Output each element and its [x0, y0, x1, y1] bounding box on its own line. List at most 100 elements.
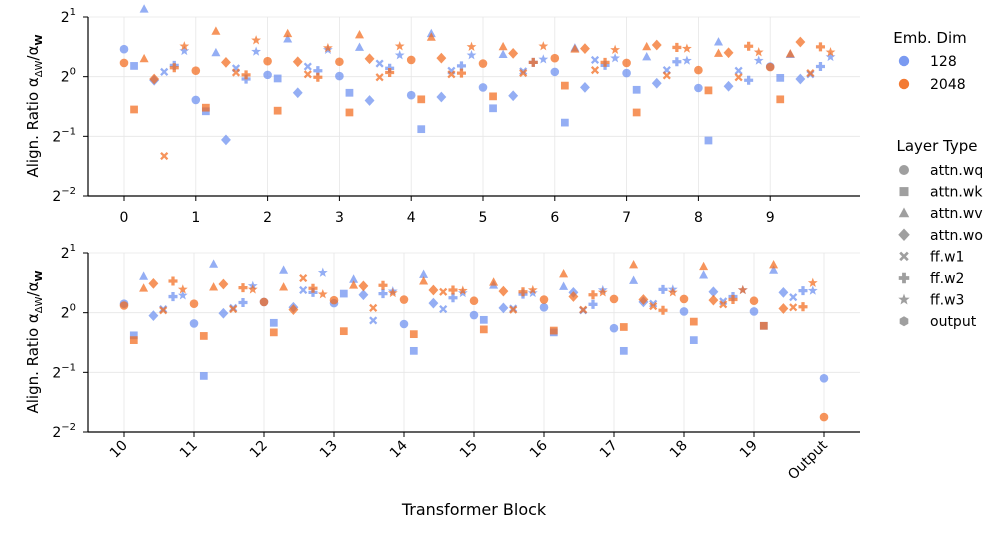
data-point-ff-w1-128 [519, 67, 528, 76]
x-tick-label: 4 [407, 210, 416, 226]
data-point-attn-wo-128 [508, 90, 519, 102]
data-point-ff-w3-2048 [251, 35, 262, 45]
data-point-ff-w1-128 [734, 66, 743, 75]
data-point-ff-w2-128 [168, 292, 178, 302]
data-point-ff-w2-2048 [168, 276, 178, 286]
data-point-ff-w3-128 [317, 267, 328, 277]
x-tick-label: 12 [247, 438, 271, 462]
data-point-ff-w1-2048 [439, 287, 448, 296]
data-point-ff-w1-2048 [369, 303, 378, 312]
data-point-attn-wq-128 [694, 83, 703, 93]
data-point-attn-wk-2048 [129, 336, 138, 344]
data-point-attn-wv-2048 [570, 44, 580, 53]
x-tick-label: 14 [387, 437, 411, 461]
data-point-attn-wq-2048 [478, 59, 488, 68]
data-point-ff-w3-128 [682, 55, 692, 65]
data-point-ff-w3-128 [177, 290, 188, 300]
data-point-attn-wq-2048 [189, 299, 199, 309]
x-tick-label: 19 [737, 438, 761, 462]
data-point-attn-wk-128 [345, 88, 354, 97]
data-point-ff-w2-2048 [308, 283, 318, 293]
data-point-ff-w2-128 [588, 299, 598, 309]
y-tick-label: 2−2 [52, 186, 76, 205]
data-point-attn-wo-128 [580, 82, 590, 93]
data-point-ff-w3-2048 [457, 285, 468, 295]
data-point-attn-wv-2048 [559, 268, 569, 278]
data-point-attn-wo-128 [148, 310, 159, 322]
data-point-attn-wq-2048 [399, 295, 409, 304]
data-point-attn-wk-128 [129, 331, 138, 340]
x-tick-label: 15 [457, 438, 481, 462]
data-point-ff-w1-2048 [303, 70, 312, 79]
data-point-attn-wv-2048 [629, 259, 639, 269]
data-point-ff-w2-128 [672, 57, 682, 67]
data-point-attn-wv-128 [699, 270, 709, 279]
y-axis-label-bottom: Align. Ratio αΔW/αW [24, 270, 45, 413]
data-point-attn-wq-2048 [119, 301, 129, 310]
data-point-attn-wo-2048 [364, 53, 375, 65]
data-point-ff-w3-2048 [610, 44, 621, 54]
data-point-attn-wv-2048 [419, 276, 429, 285]
data-point-attn-wk-128 [704, 136, 713, 145]
data-point-attn-wq-2048 [622, 58, 631, 68]
data-point-attn-wk-128 [689, 336, 698, 344]
hexagon-marker-icon [899, 316, 909, 327]
data-point-attn-wk-128 [776, 73, 785, 82]
data-point-attn-wk-2048 [201, 103, 210, 112]
data-point-attn-wq-128 [189, 319, 199, 328]
data-point-ff-w2-128 [798, 286, 808, 296]
circle-marker-icon [899, 165, 909, 175]
data-point-attn-wk-128 [273, 74, 282, 83]
legend-layer-label: attn.wv [930, 206, 983, 222]
data-point-attn-wv-128 [629, 275, 639, 284]
legend-layer-title: Layer Type [896, 137, 977, 155]
data-point-attn-wo-2048 [638, 294, 649, 305]
data-point-attn-wv-128 [559, 281, 569, 290]
x-tick-label: 1 [191, 210, 200, 226]
data-point-ff-w2-2048 [588, 290, 598, 300]
data-point-attn-wv-2048 [139, 283, 149, 292]
data-point-ff-w2-128 [313, 66, 323, 76]
data-point-attn-wq-128 [550, 67, 560, 77]
x-tick-label: 9 [766, 210, 775, 226]
data-point-ff-w3-128 [394, 50, 405, 60]
data-point-attn-wv-128 [769, 265, 779, 274]
data-point-attn-wo-128 [795, 73, 806, 85]
data-point-attn-wk-128 [632, 85, 641, 94]
data-point-ff-w3-2048 [323, 42, 333, 53]
data-point-attn-wo-128 [723, 80, 734, 92]
data-point-ff-w1-128 [439, 305, 448, 314]
data-point-attn-wk-2048 [560, 81, 569, 90]
y-tick-label: 21 [61, 243, 76, 262]
data-point-attn-wq-2048 [263, 56, 272, 66]
data-point-attn-wq-2048 [191, 66, 201, 75]
data-point-attn-wk-128 [489, 104, 497, 113]
data-point-attn-wv-2048 [713, 48, 724, 57]
plus-marker-icon [898, 272, 910, 284]
data-point-ff-w1-2048 [375, 73, 384, 82]
data-point-ff-w2-2048 [528, 57, 538, 67]
data-point-attn-wo-2048 [436, 52, 447, 64]
data-point-attn-wv-2048 [349, 280, 359, 289]
bottom-panel: 21 20 2−1 2−2 10 11 12 13 14 15 16 17 18 19 Output [52, 243, 860, 483]
data-point-attn-wq-2048 [679, 294, 689, 304]
square-marker-icon [899, 187, 909, 197]
data-point-attn-wv-128 [139, 271, 149, 280]
x-tick-label: 17 [597, 438, 621, 462]
legend-embedding-dim: Emb. Dim 128 2048 [893, 29, 966, 93]
star-marker-icon [898, 293, 910, 305]
legend-layer-label: ff.w3 [930, 293, 964, 309]
data-point-attn-wq-2048 [765, 62, 775, 72]
data-point-ff-w3-2048 [807, 277, 818, 288]
x-marker-icon [899, 251, 909, 262]
data-point-ff-w1-128 [369, 316, 378, 325]
data-point-attn-wo-128 [778, 287, 789, 298]
data-point-ff-w1-128 [789, 293, 798, 302]
legend-emb-label: 2048 [930, 77, 966, 93]
data-point-attn-wv-2048 [699, 261, 709, 271]
data-point-attn-wk-2048 [689, 317, 698, 326]
data-point-attn-wk-2048 [409, 330, 418, 339]
legend-layer-label: output [930, 314, 977, 330]
data-point-attn-wv-2048 [211, 26, 221, 35]
